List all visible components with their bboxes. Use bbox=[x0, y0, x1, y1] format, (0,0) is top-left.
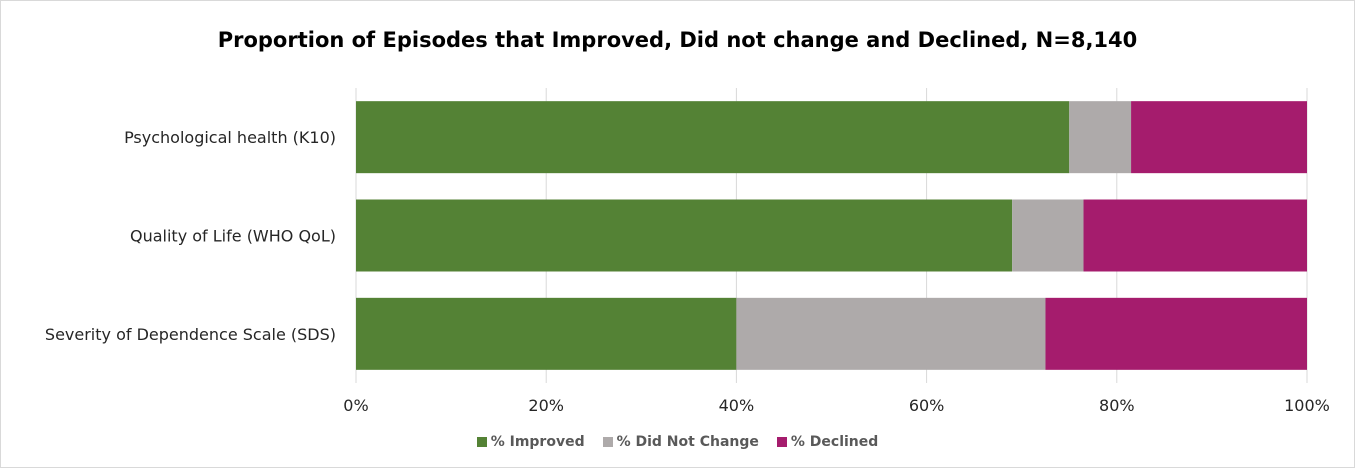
x-tick-label: 100% bbox=[1284, 396, 1330, 415]
x-tick-label: 20% bbox=[528, 396, 564, 415]
bar-segment bbox=[1069, 101, 1132, 174]
chart-title: Proportion of Episodes that Improved, Di… bbox=[217, 28, 1138, 52]
y-category-label: Severity of Dependence Scale (SDS) bbox=[45, 325, 336, 344]
legend-swatch bbox=[602, 437, 613, 447]
legend-label: % Improved bbox=[490, 434, 585, 450]
y-category-label: Psychological health (K10) bbox=[124, 128, 336, 147]
bar-segment bbox=[1131, 101, 1307, 174]
legend-label: % Declined bbox=[790, 434, 879, 450]
legend-item: % Declined bbox=[776, 434, 879, 450]
bar-segment bbox=[356, 101, 1070, 174]
bar-segment bbox=[356, 297, 737, 370]
x-tick-label: 40% bbox=[719, 396, 755, 415]
bar-segment bbox=[1083, 199, 1307, 272]
x-tick-label: 80% bbox=[1099, 396, 1135, 415]
legend-item: % Improved bbox=[476, 434, 585, 450]
x-tick-label: 0% bbox=[343, 396, 368, 415]
bar-segment bbox=[1045, 297, 1307, 370]
bar-segment bbox=[736, 297, 1046, 370]
x-tick-label: 60% bbox=[909, 396, 945, 415]
legend-item: % Did Not Change bbox=[602, 434, 759, 450]
bar-segment bbox=[1012, 199, 1084, 272]
legend-label: % Did Not Change bbox=[616, 434, 759, 450]
chart-legend: % Improved % Did Not Change % Declined bbox=[0, 434, 1355, 450]
legend-swatch bbox=[776, 437, 787, 447]
y-category-label: Quality of Life (WHO QoL) bbox=[130, 227, 336, 246]
bar-segment bbox=[356, 199, 1013, 272]
legend-swatch bbox=[476, 437, 487, 447]
